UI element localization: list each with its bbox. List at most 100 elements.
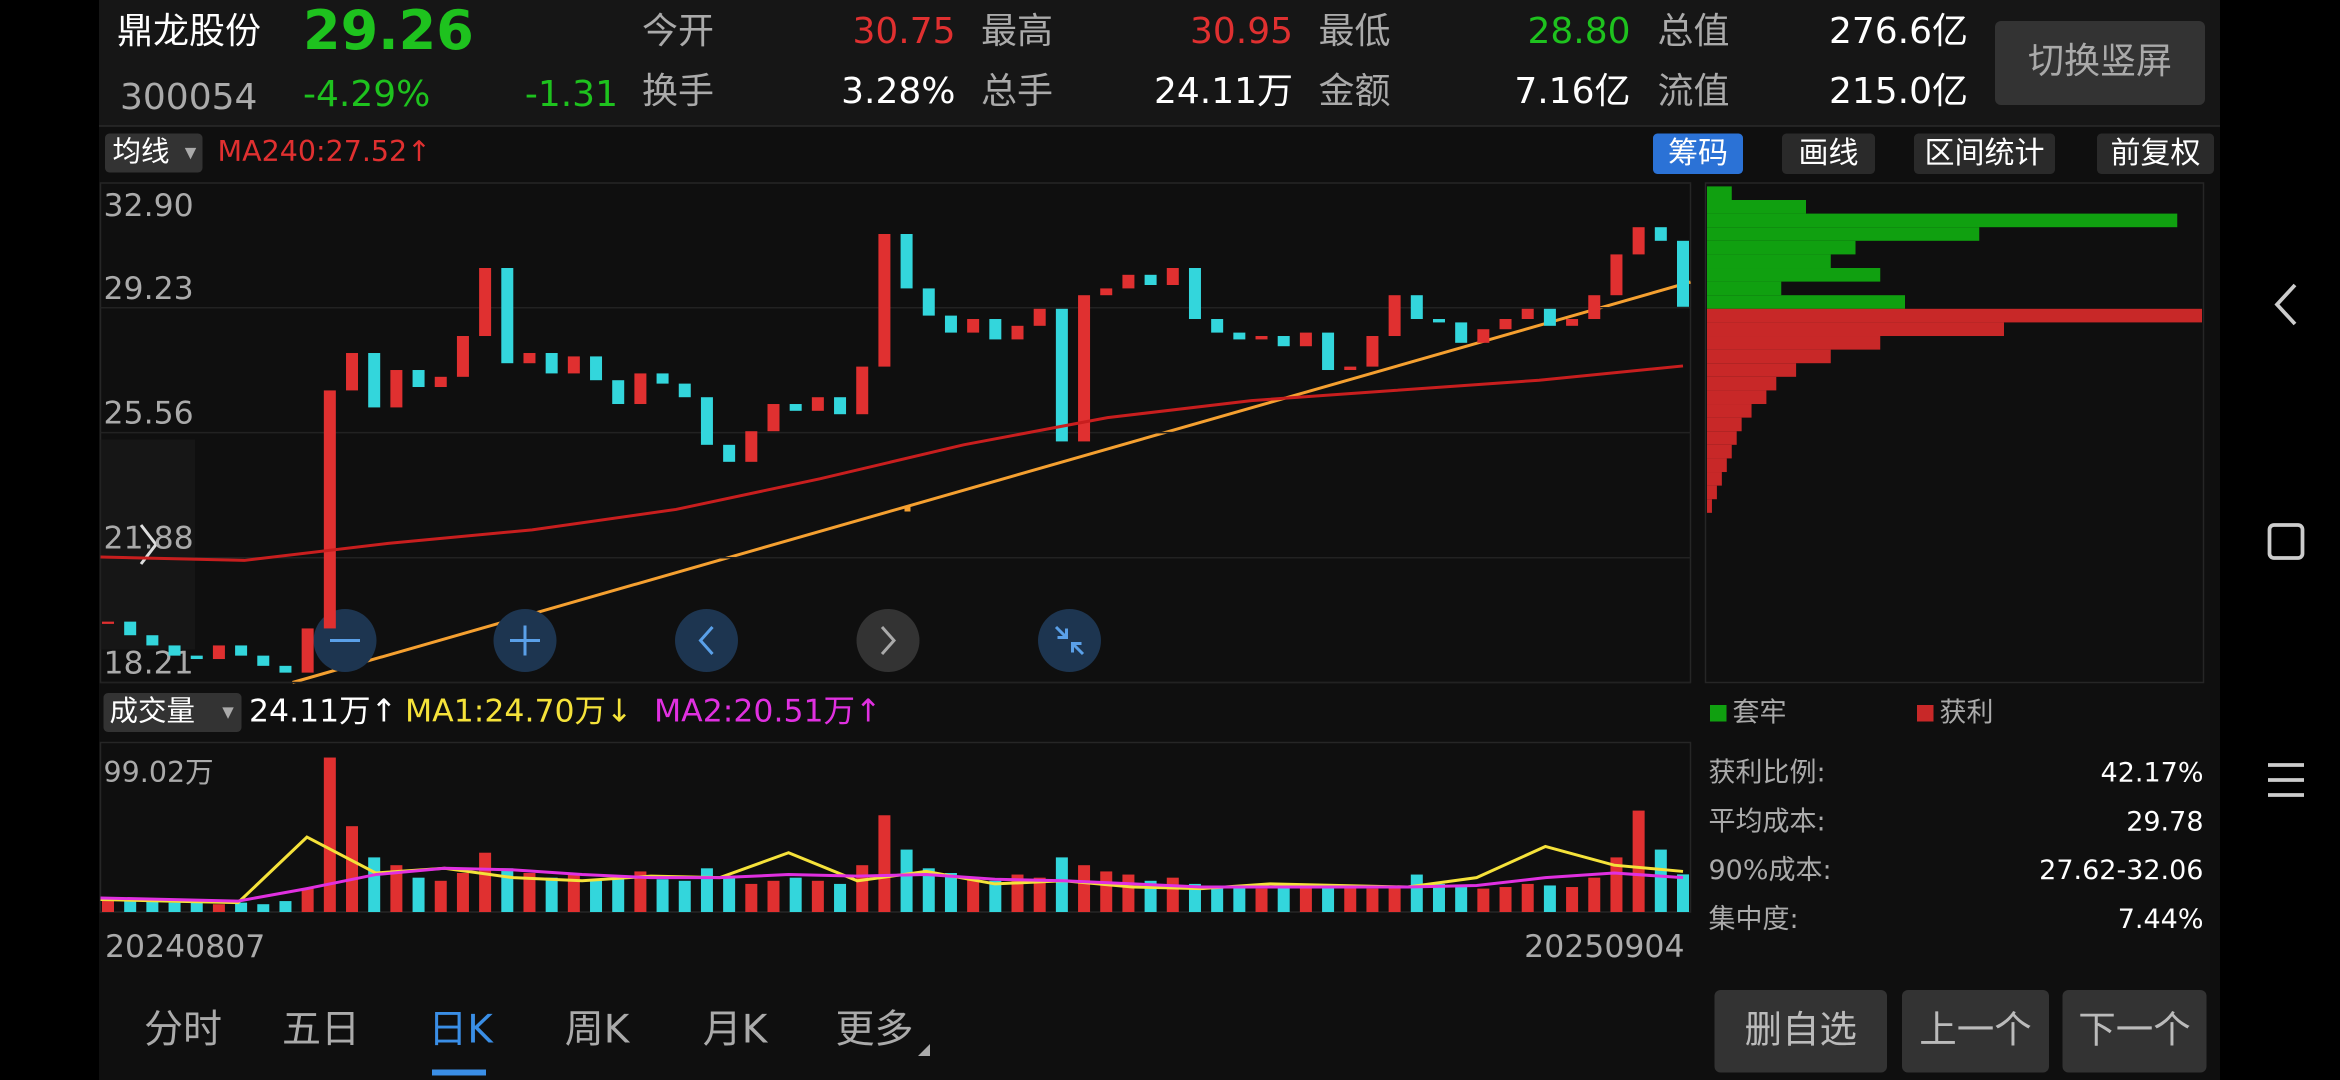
- chip-bar: [1707, 281, 1782, 296]
- indicator-line: [100, 364, 1684, 562]
- candle: [834, 397, 847, 415]
- pan-right[interactable]: [856, 609, 920, 672]
- button-bg: [2097, 133, 2214, 174]
- volume-bar: [1277, 887, 1290, 912]
- chip-bar: [1707, 240, 1856, 255]
- nav-menu[interactable]: [2268, 763, 2304, 797]
- nav-back[interactable]: [2274, 283, 2297, 326]
- toolbar-button[interactable]: 区间统计: [1914, 133, 2055, 175]
- candle: [1610, 254, 1623, 296]
- candle: [1211, 319, 1224, 333]
- panel: [100, 439, 195, 650]
- volume-bar: [767, 880, 780, 912]
- volume-frame: [99, 741, 1692, 913]
- tab[interactable]: 五日: [282, 1008, 360, 1053]
- chip-bar: [1707, 472, 1722, 486]
- volume-bar: [878, 815, 891, 912]
- candle: [634, 373, 647, 405]
- toggle-button[interactable]: 切换竖屏: [1995, 21, 2205, 105]
- stat-label: 90%成本:: [1709, 855, 1832, 886]
- volume-bar: [834, 883, 847, 912]
- tab[interactable]: 分时: [144, 1008, 222, 1053]
- volume-bar: [235, 902, 248, 912]
- indicator-line: [100, 866, 1684, 903]
- volume-bar: [944, 872, 957, 912]
- volume-current: 24.11万↑: [249, 694, 397, 730]
- candle: [456, 336, 469, 377]
- volume-bar: [1521, 883, 1534, 912]
- candle: [811, 397, 824, 411]
- zoom-out[interactable]: [313, 609, 377, 672]
- candle: [1677, 240, 1689, 307]
- button-bg: [1038, 609, 1101, 672]
- stat-value: 7.44%: [2118, 904, 2204, 935]
- chip-bar: [1707, 200, 1806, 214]
- field-label: 总手: [981, 71, 1053, 112]
- volume-bar: [634, 871, 647, 912]
- chip-frame: [1704, 182, 2205, 684]
- volume-bar: [456, 872, 469, 912]
- action-button[interactable]: 删自选: [1714, 990, 1888, 1073]
- tab[interactable]: 周K: [565, 1008, 631, 1053]
- y-tick-label: 21.88: [104, 521, 194, 557]
- tab[interactable]: 月K: [703, 1008, 769, 1053]
- chip-bar: [1707, 499, 1712, 513]
- field-value: 28.80: [1527, 11, 1630, 52]
- volume-bar: [1322, 885, 1335, 912]
- volume-bar: [856, 865, 869, 912]
- volume-bar: [434, 880, 447, 912]
- volume-bar: [1499, 887, 1512, 912]
- candle: [1100, 288, 1113, 296]
- y-tick-label: 32.90: [104, 188, 194, 224]
- volume-select[interactable]: 成交量 ▼: [103, 693, 242, 732]
- tab[interactable]: 更多: [835, 1008, 913, 1053]
- zoom-in[interactable]: [493, 609, 557, 672]
- candle: [922, 288, 935, 316]
- candle: [1033, 308, 1046, 326]
- toolbar-button[interactable]: 画线: [1782, 133, 1875, 175]
- tab[interactable]: 日K: [428, 1008, 494, 1053]
- chip-bar: [1707, 444, 1732, 459]
- volume-bar: [390, 865, 403, 912]
- candle: [346, 353, 359, 391]
- collapse[interactable]: [1038, 609, 1101, 672]
- candle: [545, 353, 558, 374]
- button-bg: [2062, 990, 2207, 1073]
- icon: [698, 626, 714, 655]
- candle: [656, 373, 669, 384]
- indicator-select[interactable]: 均线 ▼: [105, 133, 203, 173]
- nav-home[interactable]: [2267, 523, 2305, 560]
- candle: [501, 268, 514, 364]
- volume-bar: [789, 877, 802, 912]
- chip-bar: [1707, 458, 1727, 473]
- volume-bar: [1233, 885, 1246, 912]
- field-label: 最高: [981, 11, 1053, 52]
- volume-bar: [102, 899, 114, 912]
- volume-bar: [989, 880, 1002, 912]
- stat-label: 平均成本:: [1709, 806, 1826, 837]
- button-bg: [1782, 133, 1875, 174]
- candle: [1521, 308, 1534, 320]
- candle: [168, 645, 181, 656]
- candle: [1122, 274, 1135, 289]
- button-bg: [1902, 990, 2049, 1073]
- button-bg: [1995, 21, 2205, 105]
- volume-bar: [1033, 877, 1046, 912]
- volume-bar: [1477, 888, 1490, 912]
- scroll-left[interactable]: [100, 439, 196, 650]
- pan-left[interactable]: [675, 609, 738, 672]
- toolbar-button[interactable]: 前复权: [2097, 133, 2214, 175]
- toolbar-button[interactable]: 筹码: [1653, 133, 1743, 175]
- volume-bar: [700, 868, 713, 912]
- volume-top-label: 99.02万: [104, 756, 214, 789]
- action-button[interactable]: 下一个: [2062, 990, 2207, 1073]
- candle: [567, 356, 580, 374]
- candle: [1011, 325, 1024, 340]
- volume-ma1: MA1:24.70万↓: [405, 694, 632, 730]
- button-label: 切换竖屏: [2028, 41, 2172, 82]
- action-button[interactable]: 上一个: [1902, 990, 2049, 1073]
- volume-bar: [922, 868, 935, 912]
- volume-bar: [900, 849, 913, 912]
- field-label: 流值: [1658, 71, 1730, 112]
